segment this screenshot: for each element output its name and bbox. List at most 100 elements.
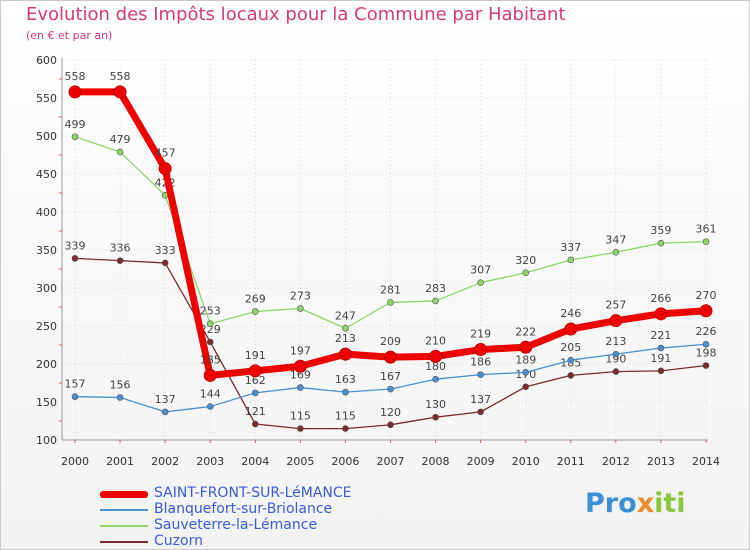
x-tick-label: 2013 (647, 455, 675, 468)
data-point (612, 350, 620, 358)
legend-swatch (100, 490, 148, 498)
data-point (477, 371, 484, 378)
data-label: 222 (515, 325, 536, 338)
data-point (297, 305, 304, 312)
data-label: 191 (650, 352, 671, 365)
data-label: 157 (65, 378, 86, 391)
logo-letter: o (618, 488, 637, 519)
logo-letter: i (654, 488, 664, 519)
data-label: 457 (155, 147, 176, 160)
data-point (387, 421, 394, 429)
data-point (248, 364, 262, 378)
data-point (477, 279, 484, 286)
data-point (206, 403, 214, 410)
data-point (702, 362, 710, 369)
y-tick-label: 600 (36, 54, 57, 67)
data-point (71, 133, 79, 141)
legend-swatch (100, 541, 148, 543)
data-point (71, 393, 79, 400)
chart-title: Evolution des Impôts locaux pour la Comm… (26, 4, 566, 25)
data-point (342, 425, 349, 432)
data-label: 246 (560, 307, 581, 320)
data-point (251, 308, 259, 315)
data-label: 226 (696, 325, 717, 338)
x-tick-label: 2000 (61, 455, 89, 468)
logo-letter: P (585, 488, 605, 519)
data-point (68, 85, 82, 99)
data-point (203, 368, 217, 382)
data-label: 347 (605, 233, 626, 246)
data-label: 213 (605, 335, 626, 348)
data-label: 499 (65, 118, 86, 131)
data-label: 333 (155, 244, 176, 257)
data-label: 186 (470, 356, 491, 369)
data-label: 205 (560, 341, 581, 354)
logo-letter: x (636, 488, 655, 519)
data-point (297, 384, 304, 391)
data-point (567, 356, 575, 364)
data-label: 247 (335, 309, 356, 322)
data-point (567, 256, 575, 264)
data-point (477, 408, 484, 416)
data-point (702, 238, 710, 245)
data-point (612, 368, 620, 375)
logo-letter: t (663, 488, 677, 519)
y-tick-label: 300 (36, 282, 57, 295)
data-point (251, 389, 259, 397)
data-label: 270 (696, 289, 717, 302)
y-tick-label: 500 (36, 130, 57, 143)
x-tick-label: 2008 (422, 455, 450, 468)
data-point (116, 257, 124, 264)
data-label: 273 (290, 290, 311, 303)
data-label: 307 (470, 264, 491, 277)
data-label: 359 (650, 224, 671, 237)
data-label: 156 (110, 378, 131, 391)
data-label: 336 (110, 242, 131, 255)
data-label: 479 (110, 133, 131, 146)
x-tick-label: 2007 (377, 455, 405, 468)
data-label: 266 (650, 292, 671, 305)
legend-label: SAINT-FRONT-SUR-LéMANCE (154, 485, 352, 501)
data-label: 189 (515, 353, 536, 366)
data-label: 253 (200, 305, 221, 318)
data-label: 219 (470, 328, 491, 341)
legend-swatch (100, 525, 148, 527)
data-label: 229 (200, 323, 221, 336)
data-label: 209 (380, 335, 401, 348)
data-label: 185 (200, 353, 221, 366)
data-point (522, 269, 530, 277)
x-tick-label: 2001 (106, 455, 134, 468)
data-point (293, 359, 307, 373)
data-point (206, 320, 214, 328)
data-label: 162 (245, 374, 266, 387)
legend-label: Cuzorn (154, 533, 203, 549)
data-label: 130 (425, 398, 446, 411)
y-tick-label: 100 (36, 434, 57, 447)
data-point (71, 255, 79, 262)
legend-swatch (100, 509, 148, 511)
data-label: 283 (425, 282, 446, 295)
x-tick-label: 2010 (512, 455, 540, 468)
x-tick-label: 2009 (467, 455, 495, 468)
data-point (206, 338, 214, 346)
data-point (699, 304, 713, 318)
data-label: 198 (696, 347, 717, 360)
data-point (702, 340, 710, 348)
data-label: 197 (290, 344, 311, 357)
chart-subtitle: (en € et par an) (26, 29, 113, 42)
data-label: 163 (335, 373, 356, 386)
data-point (432, 413, 439, 421)
y-tick-label: 200 (36, 358, 57, 371)
data-label: 221 (650, 329, 671, 342)
x-tick-label: 2014 (692, 455, 720, 468)
x-tick-label: 2012 (602, 455, 630, 468)
y-tick-label: 550 (36, 92, 57, 105)
data-point (116, 148, 124, 156)
data-label: 210 (425, 334, 446, 347)
data-point (342, 388, 349, 396)
data-point (387, 385, 394, 393)
legend-label: Sauveterre-la-Lémance (154, 517, 318, 533)
proxiti-logo: Proxiti (585, 488, 686, 519)
data-label: 213 (335, 332, 356, 345)
